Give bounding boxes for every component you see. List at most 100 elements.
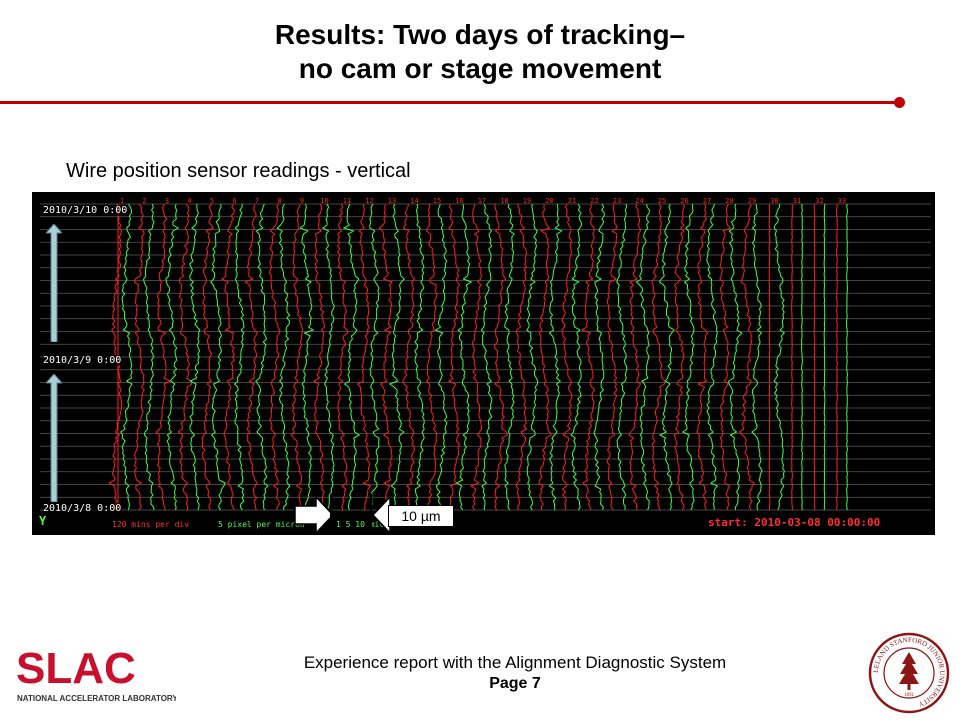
trace-green [658,203,675,511]
time-arrow-lower-icon [44,373,64,507]
title-line-1: Results: Two days of tracking– [274,19,686,50]
channel-number-label: 33 [838,197,846,205]
micron-legend-label: 1 5 10 micron [336,520,399,529]
trace-green [189,203,201,511]
channel-number-label: 27 [703,197,711,205]
trace-red [836,203,838,511]
slac-logo: SLAC NATIONAL ACCELERATOR LABORATORY [16,644,178,705]
arrow-right-icon [294,495,335,539]
trace-red [581,203,596,511]
trace-green [801,203,803,511]
trace-red [813,203,816,511]
stanford-seal: LELAND STANFORD JUNIOR UNIVERSITY 1891 [868,632,950,714]
trace-green [480,203,493,510]
trace-red [768,203,771,511]
trace-red [738,203,756,511]
trace-red [220,203,236,511]
channel-number-label: 7 [255,197,259,205]
channel-number-label: 30 [770,197,778,205]
channel-number-label: 29 [748,197,756,205]
trace-red [402,203,416,511]
channel-number-label: 4 [187,197,191,205]
trace-red [538,203,552,511]
start-value: 2010-03-08 00:00:00 [754,516,881,529]
trace-green [210,203,226,511]
wps-plot: 1 2 3 4 5 6 7 8 9 10 11 12 13 14 15 16 17 18 19 20 21 22 23 24 2… [32,192,935,535]
channel-number-label: 25 [658,197,666,205]
pixel-scale-label: 5 pixel per micron [218,520,305,529]
scale-marker-left [330,494,332,534]
tree-icon [899,652,919,690]
time-arrow-upper-icon [44,223,64,347]
slac-logo-subtitle: NATIONAL ACCELERATOR LABORATORY [17,694,176,703]
plot-caption: Wire position sensor readings - vertical [66,160,411,182]
axis-letter: Y [39,514,47,528]
footer: Experience report with the Alignment Dia… [260,652,770,694]
trace-red [290,203,304,511]
footer-title: Experience report with the Alignment Dia… [303,653,727,672]
scale-bar-label: 10 µm [388,505,454,527]
trace-red [515,203,528,511]
trace-green [525,203,539,511]
scale-marker-right [370,494,372,534]
trace-red [606,203,618,511]
trace-green [570,203,583,511]
channel-number-label: 17 [478,197,486,205]
trace-green [681,203,695,511]
trace-green [120,203,133,511]
channel-number-label: 3 [165,197,169,205]
channel-number-label: 28 [725,197,733,205]
channel-labels: 1 2 3 4 5 6 7 8 9 10 11 12 13 14 15 16 17 18 19 20 21 22 23 24 2… [120,197,846,205]
trace-red [425,204,438,511]
trace-green [255,203,269,511]
trace-red [469,203,483,511]
date-label-top: 2010/3/10 0:00 [43,205,128,216]
channel-number-label: 13 [388,197,396,205]
channel-number-label: 15 [433,197,441,205]
trace-green [616,203,628,511]
channel-number-label: 11 [343,197,351,205]
trace-green [548,203,563,510]
date-label-bottom: 2010/3/8 0:00 [43,503,122,514]
trace-red [177,203,193,511]
channel-number-label: 8 [277,197,281,205]
trace-red [244,203,259,511]
page-number: Page 7 [489,675,541,692]
trace-green [823,203,826,511]
trace-red [651,203,666,511]
trace-green [635,203,650,511]
channel-number-label: 6 [232,197,236,205]
channel-number-label: 16 [455,197,463,205]
trace-red [673,203,685,511]
channel-number-label: 24 [635,197,643,205]
trace-green [369,203,380,511]
trace-red [696,203,709,511]
trace-green [233,203,245,511]
trace-red [269,203,281,511]
start-time-label: start: 2010-03-08 00:00:00 [708,516,880,529]
trace-green [728,203,743,511]
trace-green [165,203,180,511]
trace-red [356,203,372,511]
trace-green [706,203,719,511]
trace-red [312,203,326,511]
trace-green [773,203,786,511]
trace-green [342,203,361,511]
channel-number-label: 31 [793,197,801,205]
channel-number-label: 21 [568,197,576,205]
trace-red [493,203,509,511]
trace-green [299,203,315,511]
start-prefix: start: [708,516,755,529]
trace-red [133,203,145,511]
trace-red [791,204,793,511]
trace-red [447,203,461,511]
trace-green [321,203,335,511]
trace-red [201,203,214,511]
trace-green [143,203,155,511]
channel-number-label: 23 [613,197,621,205]
trace-red [155,203,172,511]
channel-number-label: 12 [365,197,373,205]
trace-green [414,203,425,511]
title-divider-dot [894,97,905,108]
seal-year: 1891 [904,693,915,698]
